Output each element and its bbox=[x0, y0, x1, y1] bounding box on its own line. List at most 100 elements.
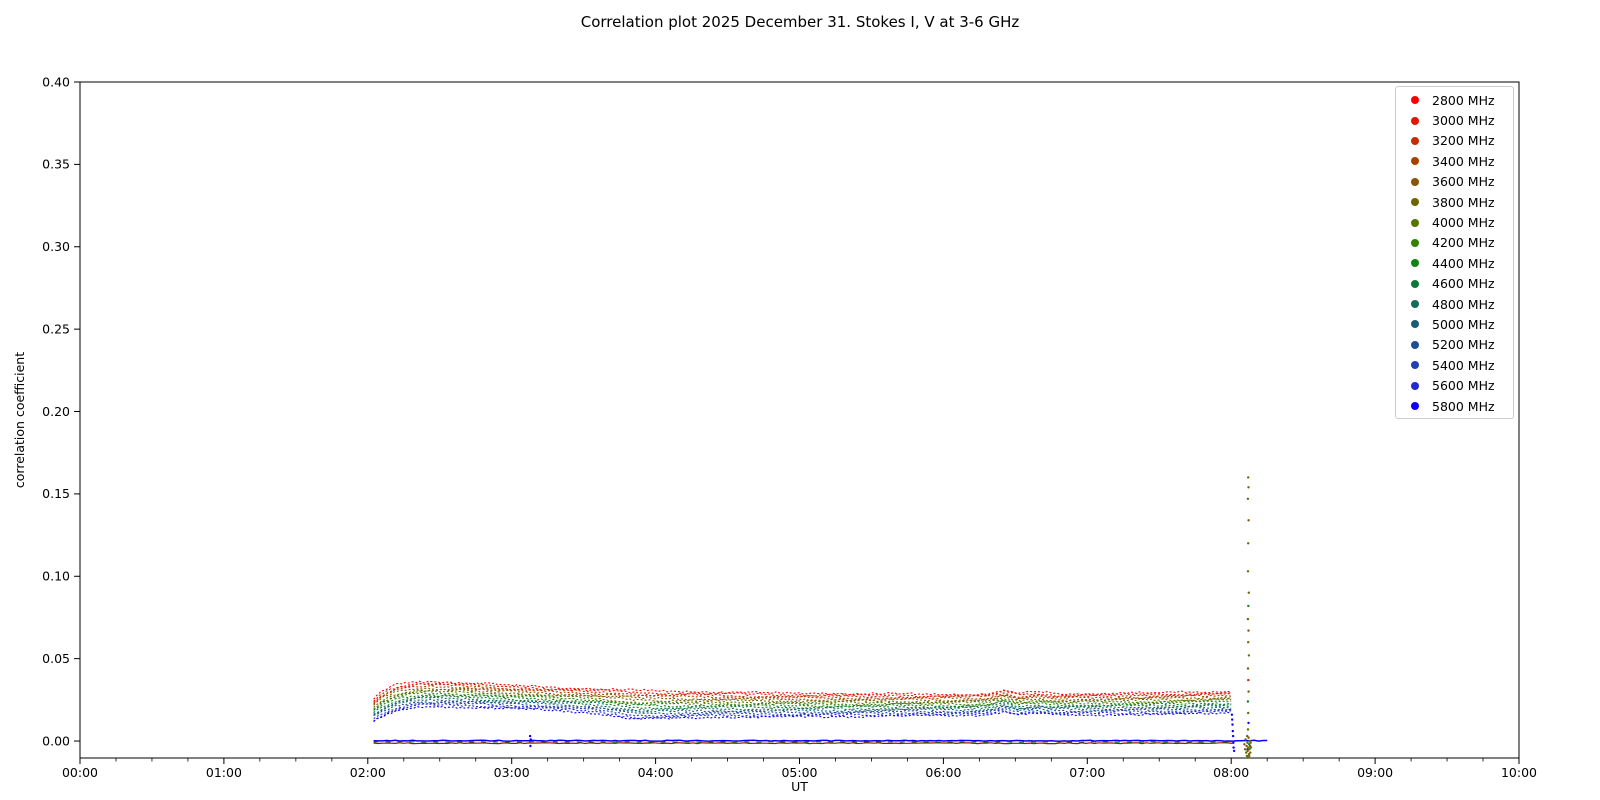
legend-marker-icon bbox=[1411, 402, 1419, 411]
legend-item: 5000 MHz bbox=[1396, 314, 1513, 334]
x-tick-label: 07:00 bbox=[1069, 765, 1105, 780]
scatter-point bbox=[1246, 741, 1249, 744]
legend-item: 3400 MHz bbox=[1396, 151, 1513, 171]
legend-label: 5800 MHz bbox=[1432, 398, 1495, 414]
legend-label: 3200 MHz bbox=[1432, 133, 1495, 149]
x-tick-label: 08:00 bbox=[1213, 765, 1249, 780]
scatter-point bbox=[1244, 738, 1247, 741]
stokes-v-line bbox=[373, 741, 1233, 743]
legend-marker-icon bbox=[1411, 300, 1419, 309]
series-line-3800mhz bbox=[373, 688, 1232, 708]
legend-marker-icon bbox=[1411, 320, 1419, 329]
x-tick-label: 05:00 bbox=[781, 765, 817, 780]
legend-marker-icon bbox=[1411, 279, 1419, 288]
legend-item: 5800 MHz bbox=[1396, 396, 1513, 416]
legend-marker-icon bbox=[1411, 238, 1419, 247]
x-tick-label: 03:00 bbox=[494, 765, 530, 780]
legend-marker-icon bbox=[1411, 340, 1419, 349]
scatter-point bbox=[1249, 741, 1252, 744]
legend-marker-icon bbox=[1411, 177, 1419, 186]
series-line-4400mhz bbox=[373, 694, 1232, 711]
scatter-point bbox=[1247, 678, 1250, 682]
x-axis-label: UT bbox=[791, 779, 808, 794]
legend-marker-icon bbox=[1411, 198, 1419, 207]
x-tick-label: 09:00 bbox=[1357, 765, 1393, 780]
y-tick-label: 0.40 bbox=[42, 74, 70, 89]
legend-item: 3600 MHz bbox=[1396, 172, 1513, 192]
legend-label: 4200 MHz bbox=[1432, 235, 1495, 251]
series-line-4800mhz bbox=[373, 696, 1232, 715]
legend-label: 4800 MHz bbox=[1432, 296, 1495, 312]
legend-label: 3400 MHz bbox=[1432, 153, 1495, 169]
scatter-point bbox=[1243, 743, 1246, 746]
scatter-point bbox=[1247, 486, 1250, 489]
legend-item: 2800 MHz bbox=[1396, 90, 1513, 110]
scatter-point bbox=[1231, 723, 1234, 726]
scatter-point bbox=[1243, 748, 1247, 751]
scatter-point bbox=[1230, 713, 1234, 716]
legend-label: 2800 MHz bbox=[1432, 92, 1495, 108]
scatter-point bbox=[1246, 570, 1250, 573]
legend-item: 3200 MHz bbox=[1396, 131, 1513, 151]
scatter-point bbox=[1248, 748, 1251, 751]
scatter-point bbox=[1246, 617, 1250, 621]
scatter-point bbox=[1246, 667, 1250, 670]
legend-item: 4800 MHz bbox=[1396, 294, 1513, 314]
series-line-5000mhz bbox=[373, 698, 1232, 716]
legend-marker-icon bbox=[1411, 157, 1419, 166]
scatter-point bbox=[1247, 591, 1251, 594]
x-tick-label: 04:00 bbox=[638, 765, 674, 780]
x-tick-label: 06:00 bbox=[925, 765, 961, 780]
series-line-4200mhz bbox=[373, 691, 1232, 710]
legend-item: 4200 MHz bbox=[1396, 233, 1513, 253]
legend-item: 4600 MHz bbox=[1396, 274, 1513, 294]
axes-frame bbox=[79, 81, 1520, 759]
series-line-3200mhz bbox=[373, 683, 1232, 703]
x-tick-label: 01:00 bbox=[206, 765, 242, 780]
scatter-point bbox=[1246, 497, 1250, 500]
legend-label: 5600 MHz bbox=[1432, 378, 1495, 394]
x-axis-ticks: 00:00 01:00 02:00 03:00 04:00 05:00 06:00 07:00… bbox=[62, 758, 1537, 780]
scatter-point bbox=[1231, 718, 1234, 721]
legend-item: 3800 MHz bbox=[1396, 192, 1513, 212]
scatter-point bbox=[529, 744, 532, 748]
legend-label: 3800 MHz bbox=[1432, 194, 1495, 210]
series-line-2800mhz bbox=[373, 680, 1232, 700]
legend-item: 5400 MHz bbox=[1396, 355, 1513, 375]
scatter-point bbox=[1246, 734, 1249, 738]
x-tick-label: 02:00 bbox=[350, 765, 386, 780]
scatter-point bbox=[1247, 542, 1250, 545]
legend-item: 4400 MHz bbox=[1396, 253, 1513, 273]
scatter-point bbox=[1246, 700, 1250, 703]
scatter-point bbox=[529, 738, 532, 741]
legend-label: 3000 MHz bbox=[1432, 113, 1495, 129]
legend-label: 5200 MHz bbox=[1432, 337, 1495, 353]
legend-item: 3000 MHz bbox=[1396, 110, 1513, 130]
legend-label: 3600 MHz bbox=[1432, 174, 1495, 190]
scatter-point bbox=[1247, 736, 1250, 739]
legend-item: 5600 MHz bbox=[1396, 375, 1513, 395]
scatter-point bbox=[1232, 749, 1236, 753]
legend-label: 5400 MHz bbox=[1432, 357, 1495, 373]
legend-item: 5200 MHz bbox=[1396, 335, 1513, 355]
scatter-point bbox=[1232, 741, 1235, 744]
scatter-point bbox=[1249, 751, 1252, 754]
scatter-point bbox=[1247, 641, 1250, 644]
scatter-point bbox=[1247, 476, 1250, 479]
scatter-point bbox=[1247, 604, 1250, 608]
scatter-point bbox=[528, 734, 532, 738]
scatter-point bbox=[1247, 629, 1250, 632]
x-tick-label: 00:00 bbox=[62, 765, 98, 780]
legend-marker-icon bbox=[1411, 116, 1419, 125]
scatter-point bbox=[1245, 751, 1248, 754]
scatter-point bbox=[1231, 734, 1235, 738]
y-tick-label: 0.15 bbox=[42, 486, 70, 501]
y-tick-label: 0.00 bbox=[42, 733, 70, 748]
y-tick-label: 0.10 bbox=[42, 569, 70, 584]
chart-title: Correlation plot 2025 December 31. Stoke… bbox=[580, 13, 1020, 31]
scatter-point bbox=[1246, 748, 1249, 751]
y-tick-label: 0.05 bbox=[42, 651, 70, 666]
scatter-point bbox=[1247, 711, 1250, 715]
